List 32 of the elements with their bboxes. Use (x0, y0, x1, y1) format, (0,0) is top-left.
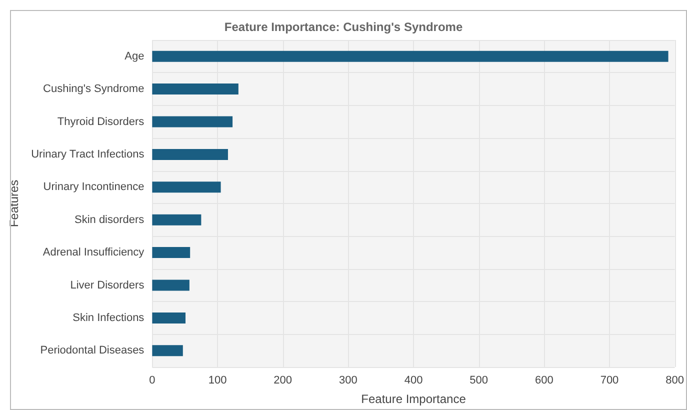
y-tick-label: Urinary Incontinence (43, 181, 144, 194)
bar (152, 84, 238, 95)
y-tick-label: Adrenal Insufficiency (42, 246, 145, 259)
y-axis-title: Features (7, 180, 21, 228)
x-tick-label: 100 (208, 374, 227, 386)
chart-title: Feature Importance: Cushing's Syndrome (224, 20, 463, 34)
x-tick-label: 400 (404, 374, 423, 386)
bar (152, 182, 221, 193)
y-tick-label: Urinary Tract Infections (31, 148, 145, 160)
bar (152, 148, 228, 160)
y-tick-label: Liver Disorders (70, 279, 145, 292)
x-tick-label: 300 (339, 374, 358, 386)
bar (152, 345, 183, 356)
x-axis-title: Feature Importance (361, 392, 466, 406)
x-tick-label: 800 (666, 374, 684, 386)
x-tick-label: 0 (149, 374, 156, 386)
x-tick-label: 700 (600, 374, 619, 386)
y-tick-label: Periodontal Diseases (40, 344, 145, 357)
bar (152, 214, 202, 226)
y-tick-label: Cushing's Syndrome (43, 83, 144, 96)
y-tick-label: Skin disorders (74, 214, 145, 226)
y-tick-label: Age (124, 50, 144, 62)
x-tick-label: 600 (534, 374, 554, 386)
x-tick-label: 200 (274, 374, 292, 386)
bar (152, 312, 186, 324)
bar (152, 247, 190, 258)
y-tick-label: Thyroid Disorders (57, 116, 145, 128)
bar (152, 50, 668, 62)
y-tick-label: Skin Infections (72, 312, 145, 324)
x-tick-label: 500 (470, 374, 488, 386)
bar (152, 116, 233, 128)
bar (152, 280, 190, 291)
